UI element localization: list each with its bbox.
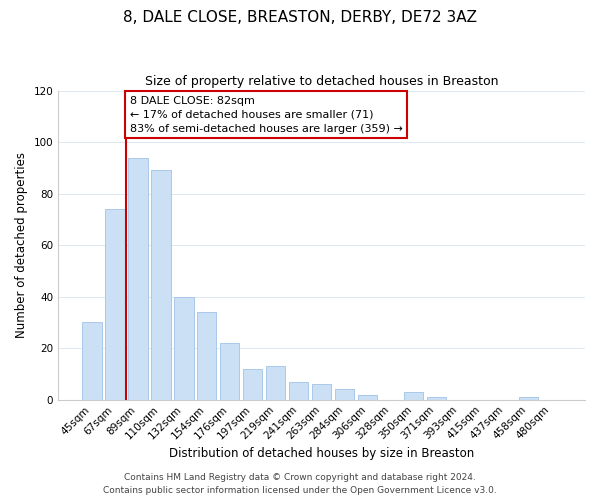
Bar (243, 369, 262, 400)
Text: 8 DALE CLOSE: 82sqm
← 17% of detached houses are smaller (71)
83% of semi-detach: 8 DALE CLOSE: 82sqm ← 17% of detached ho… (130, 96, 403, 134)
Bar (105, 209, 125, 400)
Text: 8, DALE CLOSE, BREASTON, DERBY, DE72 3AZ: 8, DALE CLOSE, BREASTON, DERBY, DE72 3AZ (123, 10, 477, 25)
Title: Size of property relative to detached houses in Breaston: Size of property relative to detached ho… (145, 75, 499, 88)
Bar (335, 390, 355, 400)
X-axis label: Distribution of detached houses by size in Breaston: Distribution of detached houses by size … (169, 447, 474, 460)
Bar (220, 343, 239, 400)
Bar (289, 382, 308, 400)
Bar (427, 397, 446, 400)
Bar (151, 170, 170, 400)
Text: Contains HM Land Registry data © Crown copyright and database right 2024.
Contai: Contains HM Land Registry data © Crown c… (103, 474, 497, 495)
Bar (358, 394, 377, 400)
Bar (518, 397, 538, 400)
Bar (312, 384, 331, 400)
Bar (82, 322, 101, 400)
Bar (266, 366, 286, 400)
Bar (404, 392, 423, 400)
Y-axis label: Number of detached properties: Number of detached properties (15, 152, 28, 338)
Bar (197, 312, 217, 400)
Bar (174, 296, 194, 400)
Bar (128, 158, 148, 400)
